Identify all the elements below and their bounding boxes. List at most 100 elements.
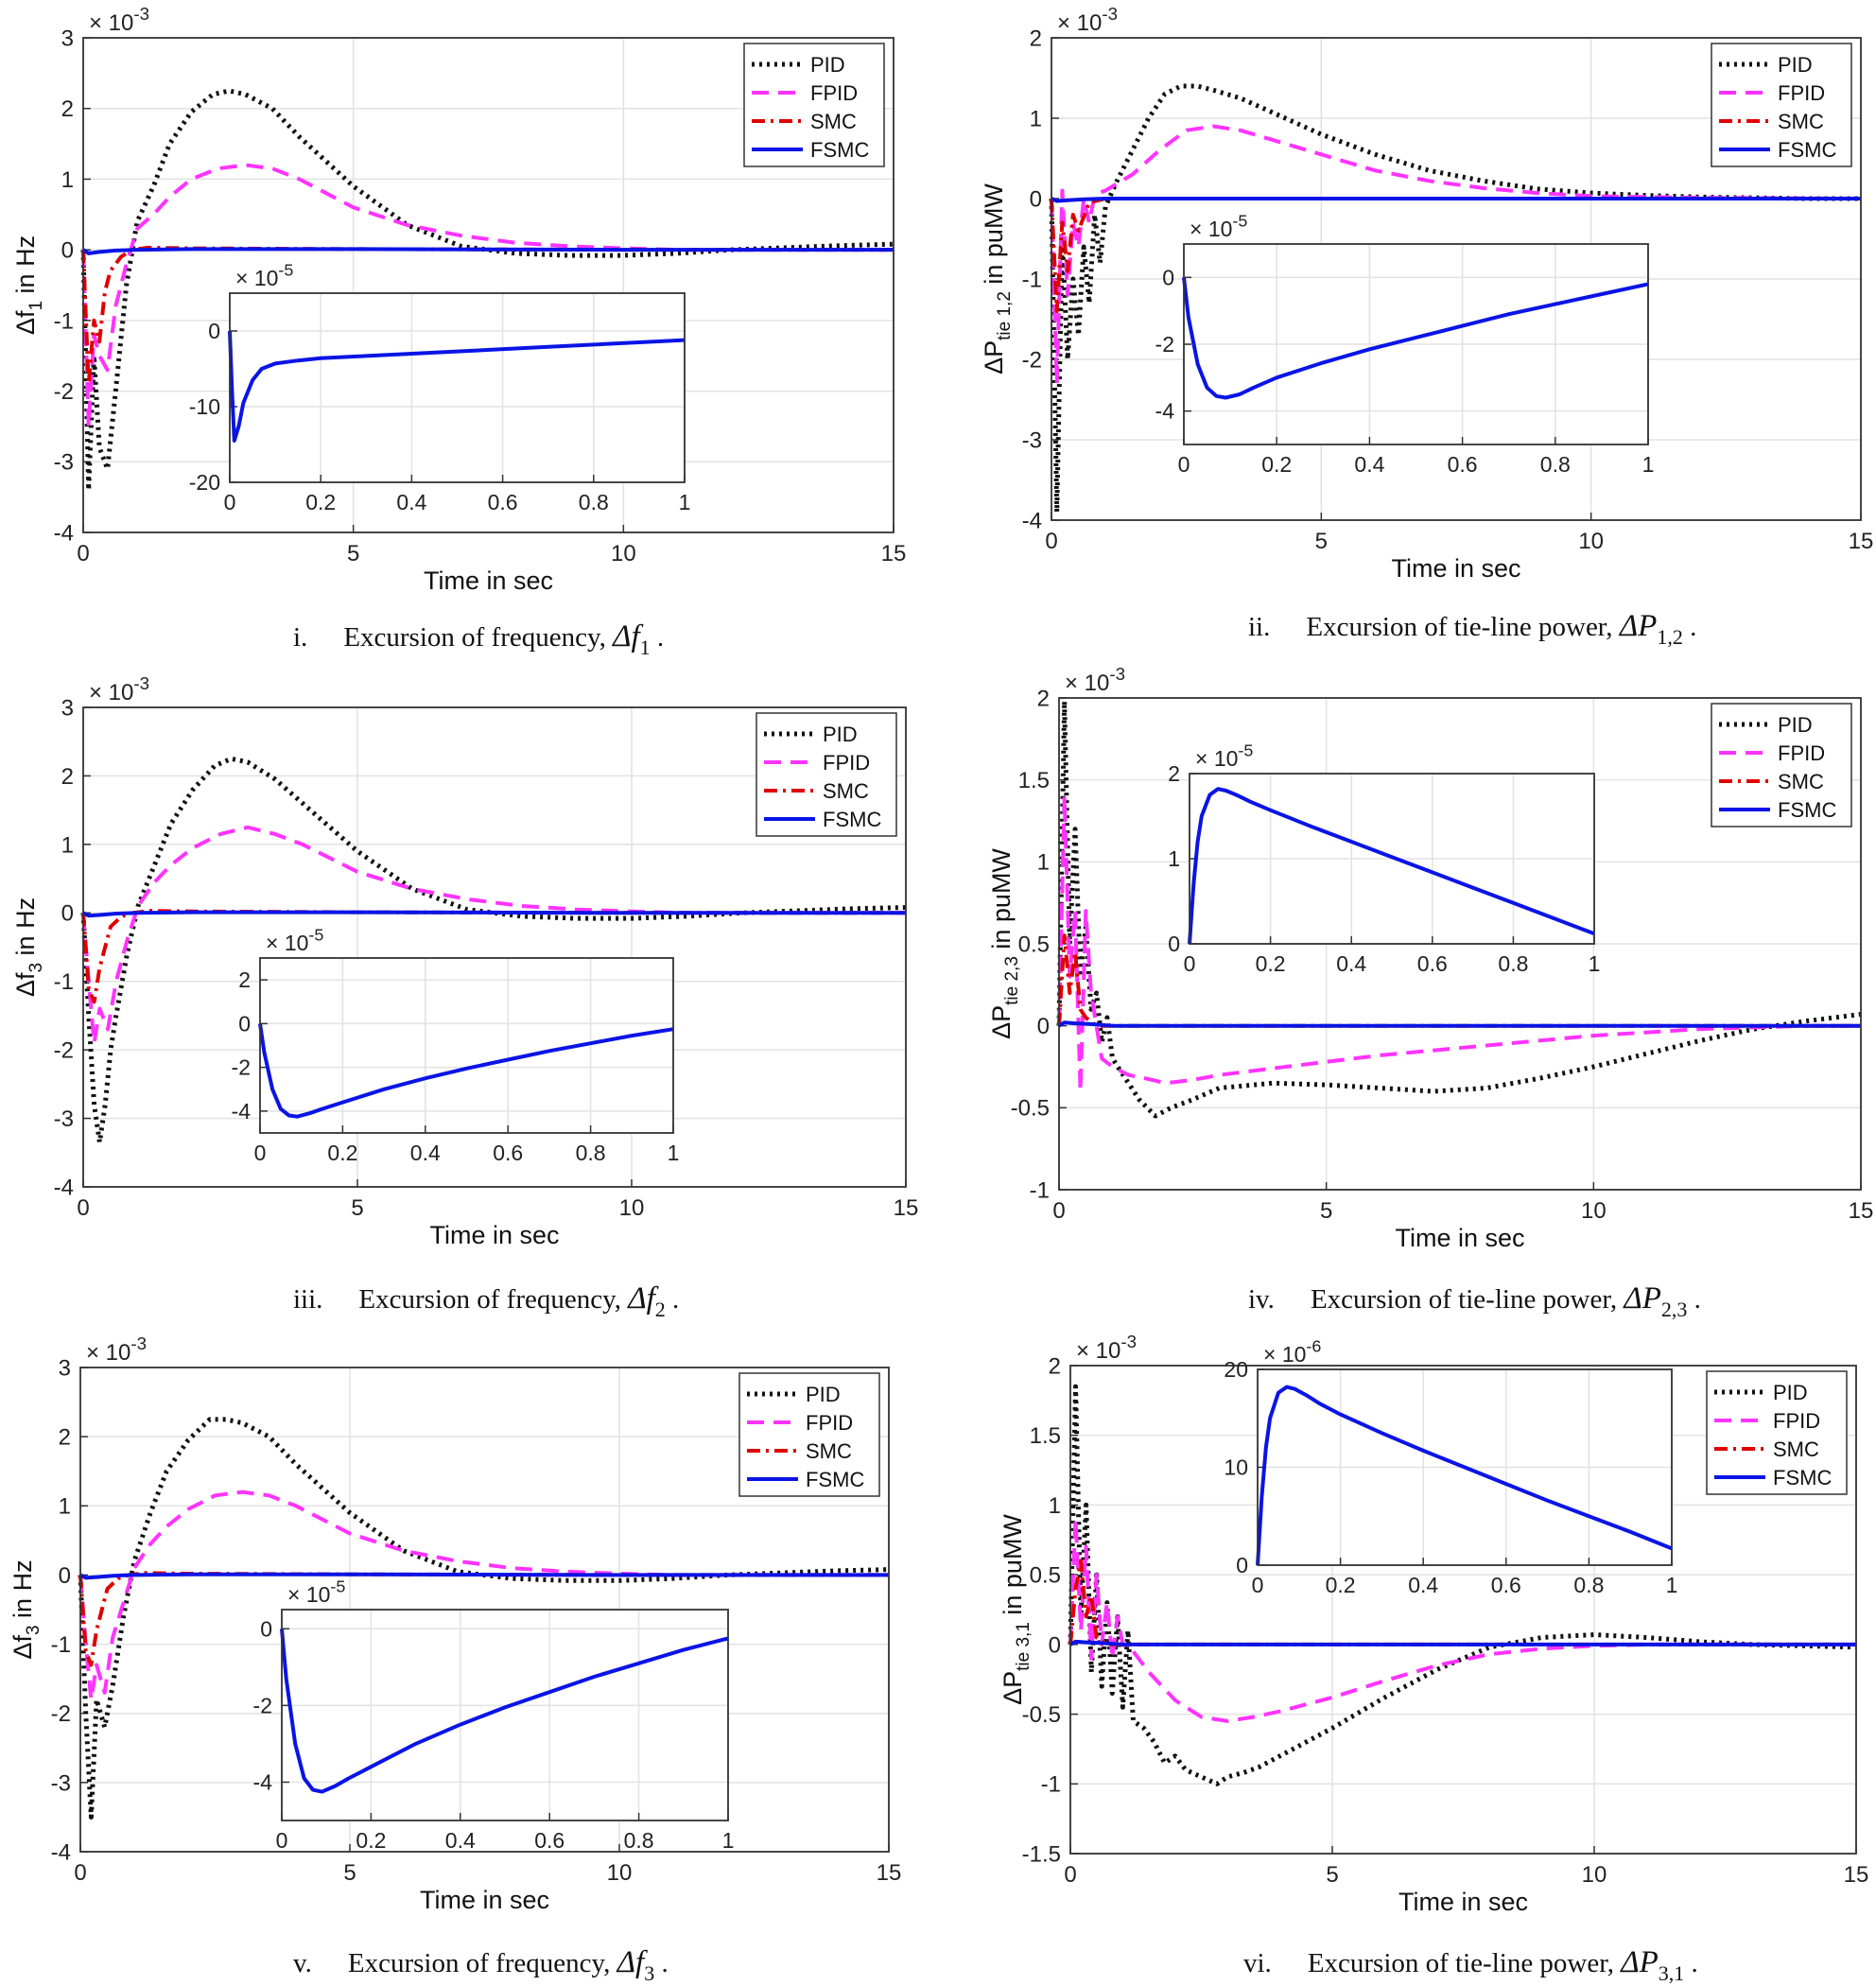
inset-axis-xtick-label: 0.4 — [1354, 452, 1384, 477]
legend-label-smc: SMC — [823, 779, 869, 803]
plot-frame — [82, 37, 895, 533]
main-axis-exponent: × 10-3 — [1057, 4, 1118, 36]
main-axis-exponent: × 10-3 — [89, 673, 149, 706]
y-axis-label-sub: 1 — [26, 301, 46, 311]
caption-symbol: Δf — [611, 619, 643, 653]
legend-label-fpid: FPID — [1778, 741, 1825, 765]
inset-frame — [1189, 773, 1595, 945]
caption-subscript: 1 — [640, 636, 651, 659]
main-axis-xtick-label: 15 — [1849, 1198, 1874, 1224]
inset-axis-ytick-label: -10 — [189, 394, 220, 419]
x-axis-label: Time in sec — [429, 1221, 559, 1249]
inset-axis-xtick-label: 0.8 — [1573, 1573, 1604, 1597]
y-axis-label: ΔPtie 2,3 in puMW — [987, 848, 1022, 1039]
y-axis-label-sub: tie 3,1 — [1014, 1622, 1034, 1671]
inset-axis-xtick-label: 0.6 — [1491, 1573, 1521, 1597]
main-axis-ytick-label: 2 — [61, 764, 74, 790]
y-axis-label-main: Δf — [11, 310, 40, 335]
main-axis-ytick-label: -0.5 — [1011, 1096, 1050, 1122]
caption-end: . — [654, 1948, 669, 1978]
plot-frame — [1058, 697, 1862, 1191]
main-axis-ytick-label: -2 — [54, 1038, 74, 1064]
legend-label-smc: SMC — [810, 110, 857, 133]
legend: PID FPID SMC FSMC — [756, 712, 897, 837]
series-line-fsmc — [82, 910, 906, 918]
inset-axis-ytick-label: 2 — [238, 967, 251, 992]
legend-label-fpid: FPID — [1778, 81, 1825, 105]
inset-axis-xtick-label: 0.4 — [1408, 1573, 1438, 1597]
main-axis-ytick-label: -4 — [54, 1175, 74, 1200]
caption-end: . — [1683, 612, 1697, 642]
x-axis-label: Time in sec — [420, 1886, 549, 1914]
inset-axis-xtick-label: 1 — [668, 1141, 680, 1165]
legend-label-pid: PID — [806, 1383, 841, 1406]
inset-axis-ytick-label: -4 — [1155, 399, 1175, 424]
series-line-fsmc — [1069, 1639, 1856, 1646]
main-axis-ytick-label: 0 — [59, 1563, 71, 1589]
y-axis-label: ΔPtie 3,1 in puMW — [999, 1514, 1034, 1705]
main-axis-ytick-label: -4 — [54, 520, 74, 546]
main-axis-ytick-label: 0.5 — [1030, 1563, 1061, 1589]
inset-axis-xtick-label: 0 — [254, 1141, 267, 1165]
main-axis-xtick-label: 5 — [1326, 1862, 1338, 1888]
main-axis-ytick-label: -0.5 — [1022, 1702, 1061, 1728]
plot-frame — [82, 706, 907, 1188]
legend-label-pid: PID — [1773, 1381, 1808, 1404]
main-axis-ytick-label: 3 — [61, 26, 74, 51]
main-axis-ytick-label: -1 — [54, 969, 74, 995]
main-axis-ytick-label: 1 — [1049, 1493, 1061, 1519]
inset-axis-ytick-label: 0 — [238, 1011, 251, 1036]
legend-label-fsmc: FSMC — [1778, 798, 1836, 822]
main-axis-ytick-label: 0 — [1037, 1014, 1050, 1039]
legend-label-fpid: FPID — [806, 1411, 853, 1435]
caption-end: . — [1687, 1284, 1701, 1315]
legend: PID FPID SMC FSMC — [1711, 703, 1852, 828]
caption-number: ii. — [1248, 612, 1270, 642]
legend-label-fsmc: FSMC — [823, 808, 881, 831]
series-line-pid — [78, 1417, 890, 1820]
legend-label-smc: SMC — [1773, 1437, 1819, 1461]
plot-frame — [1051, 37, 1862, 521]
legend-label-pid: PID — [810, 53, 845, 77]
main-axis-xtick-label: 10 — [1578, 529, 1604, 554]
y-axis-label-unit: in Hz — [11, 897, 40, 963]
panel-caption: iii. Excursion of frequency, Δf2 . — [293, 1281, 679, 1321]
main-axis-xtick-label: 10 — [607, 1860, 633, 1886]
inset-frame — [1183, 243, 1649, 445]
main-axis-ytick-label: 0 — [1049, 1632, 1061, 1658]
caption-number: iii. — [293, 1284, 322, 1315]
main-axis-ytick-label: 1.5 — [1030, 1423, 1061, 1449]
panel-caption: vi. Excursion of tie-line power, ΔP3,1 . — [1243, 1945, 1698, 1985]
main-axis-exponent-power: -3 — [1109, 664, 1125, 684]
inset-axis-xtick-label: 0.8 — [1498, 951, 1528, 976]
main-axis-ytick-label: -4 — [1022, 508, 1042, 533]
inset-frame — [281, 1609, 729, 1821]
y-axis-label-sub: tie 1,2 — [995, 291, 1015, 340]
inset-axis-xtick-label: 1 — [1666, 1573, 1678, 1597]
main-axis-xtick-label: 10 — [611, 541, 636, 566]
inset-axis-xtick-label: 0.8 — [576, 1141, 606, 1165]
series-line-fsmc — [1057, 1020, 1861, 1028]
main-axis-ytick-label: 0 — [1030, 186, 1042, 212]
y-axis-label-unit: in puMW — [987, 848, 1016, 957]
y-axis-label-unit: in puMW — [999, 1514, 1027, 1623]
inset-axis-xtick-label: 0 — [1184, 951, 1196, 976]
main-axis-xtick-label: 10 — [1582, 1862, 1607, 1888]
plot-frame — [79, 1367, 890, 1853]
series-line-pid — [80, 88, 895, 493]
main-axis-xtick-label: 0 — [1045, 529, 1057, 554]
inset-axis-xtick-label: 0 — [1252, 1573, 1264, 1597]
inset-chart: 0 0.2 0.4 0.6 0.8 1-4-202× 10-5 — [232, 926, 680, 1165]
legend: PID FPID SMC FSMC — [1706, 1370, 1848, 1495]
caption-symbol: Δf — [616, 1945, 648, 1979]
legend-label-fsmc: FSMC — [1778, 138, 1836, 162]
inset-axis-xtick-label: 0 — [224, 490, 236, 514]
y-axis-label-main: ΔP — [987, 1005, 1016, 1039]
inset-axis-ytick-label: -2 — [1155, 332, 1174, 357]
main-axis-exponent: × 10-3 — [86, 1333, 147, 1366]
caption-number: vi. — [1243, 1948, 1272, 1978]
